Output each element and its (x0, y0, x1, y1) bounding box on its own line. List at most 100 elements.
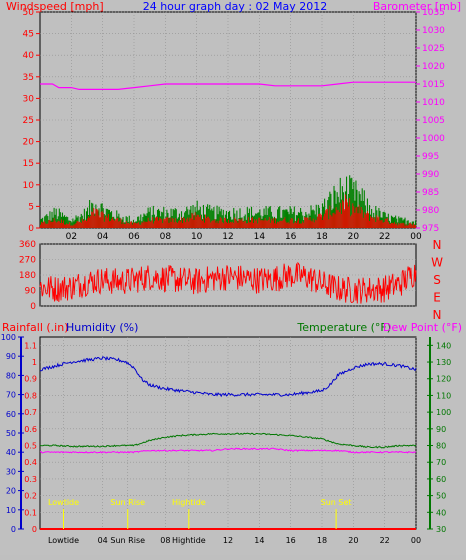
windspeed-tick-label: 40 (23, 51, 35, 61)
windspeed-tick-label: 10 (23, 181, 35, 191)
event-label: Sun Set (321, 498, 352, 507)
windspeed-axis-label: Windspeed [mph] (6, 0, 104, 13)
x-tick-label: 16 (286, 536, 296, 545)
barometer-tick-label: 980 (422, 206, 439, 216)
temperature-tick-label: 50 (436, 492, 446, 501)
barometer-tick-labels: 975 980 985 990 995 1000 1005 1010 1015 1020 1025 1… (422, 8, 445, 234)
windspeed-tick-labels: 0 5 10 15 20 25 30 35 40 45 50 (23, 8, 35, 234)
barometer-tick-label: 1025 (422, 44, 445, 54)
x-tick-label: 16 (285, 232, 297, 242)
x-tick-label: 14 (254, 232, 266, 242)
compass-label: E (433, 291, 441, 305)
x-tick-label: 18 (316, 232, 328, 242)
humidity-tick-label: 90 (6, 352, 16, 361)
x-tick-label: 18 (317, 536, 327, 545)
x-tick-label: 00 (410, 232, 422, 242)
humidity-tick-label: 60 (6, 410, 16, 419)
rain-tick-label: 0.5 (24, 442, 37, 451)
x-tick-label: 06 (128, 232, 140, 242)
direction-tick-labels: 0 90 180 270 360 (19, 240, 36, 312)
rain-tick-label: 0.1 (24, 508, 37, 517)
humidity-tick-label: 80 (6, 371, 16, 380)
direction-tick-label: 90 (25, 287, 37, 297)
barometer-tick-label: 975 (422, 224, 439, 234)
temperature-tick-label: 140 (436, 341, 451, 350)
temperature-tick-label: 80 (436, 442, 446, 451)
temp-panel-grid (40, 337, 417, 530)
x-tick-label: 00 (411, 536, 421, 545)
windspeed-tick-label: 25 (23, 116, 34, 126)
rain-tick-label: 0.4 (24, 458, 37, 467)
wind-panel-grid (36, 11, 420, 229)
direction-tick-label: 360 (19, 240, 36, 250)
barometer-tick-label: 990 (422, 170, 439, 180)
humidity-path (39, 356, 417, 398)
temperature-tick-label: 130 (436, 358, 451, 367)
direction-tick-label: 270 (19, 256, 36, 266)
wind-panel-x-tick-labels: 02 04 06 08 10 12 14 16 18 20 22 00 (66, 232, 422, 242)
x-tick-label: 08 (160, 536, 170, 545)
barometer-tick-label: 1020 (422, 62, 445, 72)
humidity-tick-label: 50 (6, 429, 16, 438)
x-tick-label: Sun Rise (110, 536, 145, 545)
windspeed-tick-label: 5 (28, 202, 34, 212)
temp-panel-series (39, 356, 417, 530)
windspeed-tick-label: 35 (23, 73, 34, 83)
barometer-tick-label: 1010 (422, 98, 445, 108)
barometer-line (40, 81, 416, 90)
humidity-tick-label: 40 (6, 448, 16, 457)
dewpoint-path (39, 447, 417, 454)
event-markers: Lowtide Sun Rise Hightide Sun Set (48, 498, 352, 529)
windspeed-tick-label: 50 (23, 8, 35, 18)
temperature-tick-label: 30 (436, 525, 446, 534)
humidity-tick-label: 10 (6, 506, 16, 515)
barometer-tick-label: 995 (422, 152, 439, 162)
x-tick-label: 12 (223, 536, 233, 545)
x-tick-label: 12 (222, 232, 233, 242)
barometer-tick-label: 1035 (422, 8, 445, 18)
humidity-tick-label: 20 (6, 487, 16, 496)
windspeed-tick-label: 45 (23, 30, 34, 40)
rain-tick-label: 0.7 (24, 408, 37, 417)
direction-tick-label: 180 (19, 271, 36, 281)
rain-tick-label: 0 (32, 525, 37, 534)
rain-tick-label: 0.9 (24, 375, 37, 384)
temp-panel-axes: 0 10 20 30 40 50 60 70 80 90 100 0 0.1 0.2 0.3 0.4 0.5 0.… (1, 333, 452, 534)
windspeed-tick-label: 15 (23, 159, 34, 169)
compass-label: W (431, 256, 443, 270)
temperature-tick-label: 70 (436, 458, 446, 467)
x-tick-label: 04 (97, 232, 109, 242)
rain-tick-label: 1 (32, 358, 37, 367)
temperature-axis-label: Temperature (°F) (296, 321, 391, 334)
temperature-tick-label: 60 (436, 475, 446, 484)
direction-path (39, 261, 417, 304)
rain-tick-label: 0.6 (24, 425, 37, 434)
rain-tick-label: 0.8 (24, 391, 37, 400)
temperature-path (39, 432, 417, 449)
x-tick-label: 10 (191, 232, 203, 242)
temperature-tick-label: 100 (436, 408, 451, 417)
temperature-tick-label: 110 (436, 391, 451, 400)
x-tick-label: 20 (348, 232, 360, 242)
humidity-tick-label: 100 (1, 333, 16, 342)
compass-label: N (433, 308, 442, 322)
barometer-tick-label: 1030 (422, 26, 445, 36)
windspeed-tick-label: 20 (23, 138, 35, 148)
barometer-tick-label: 1005 (422, 116, 445, 126)
wind-direction-line (39, 261, 417, 304)
event-label: Hightide (172, 498, 206, 507)
direction-tick-label: 0 (30, 302, 36, 312)
x-tick-label: 02 (66, 232, 77, 242)
rainfall-axis-label: Rainfall (.in) (2, 321, 69, 334)
rain-tick-label: 0.3 (24, 475, 37, 484)
x-tick-label: 08 (160, 232, 172, 242)
windspeed-bars (40, 194, 416, 228)
barometer-axis-label: Barometer [mb] (373, 0, 461, 13)
barometer-tick-label: 1000 (422, 134, 445, 144)
humidity-axis-label: Humidity (%) (66, 321, 138, 334)
x-tick-label: 20 (348, 536, 358, 545)
event-label: Sun Rise (110, 498, 145, 507)
compass-label: S (433, 273, 441, 287)
